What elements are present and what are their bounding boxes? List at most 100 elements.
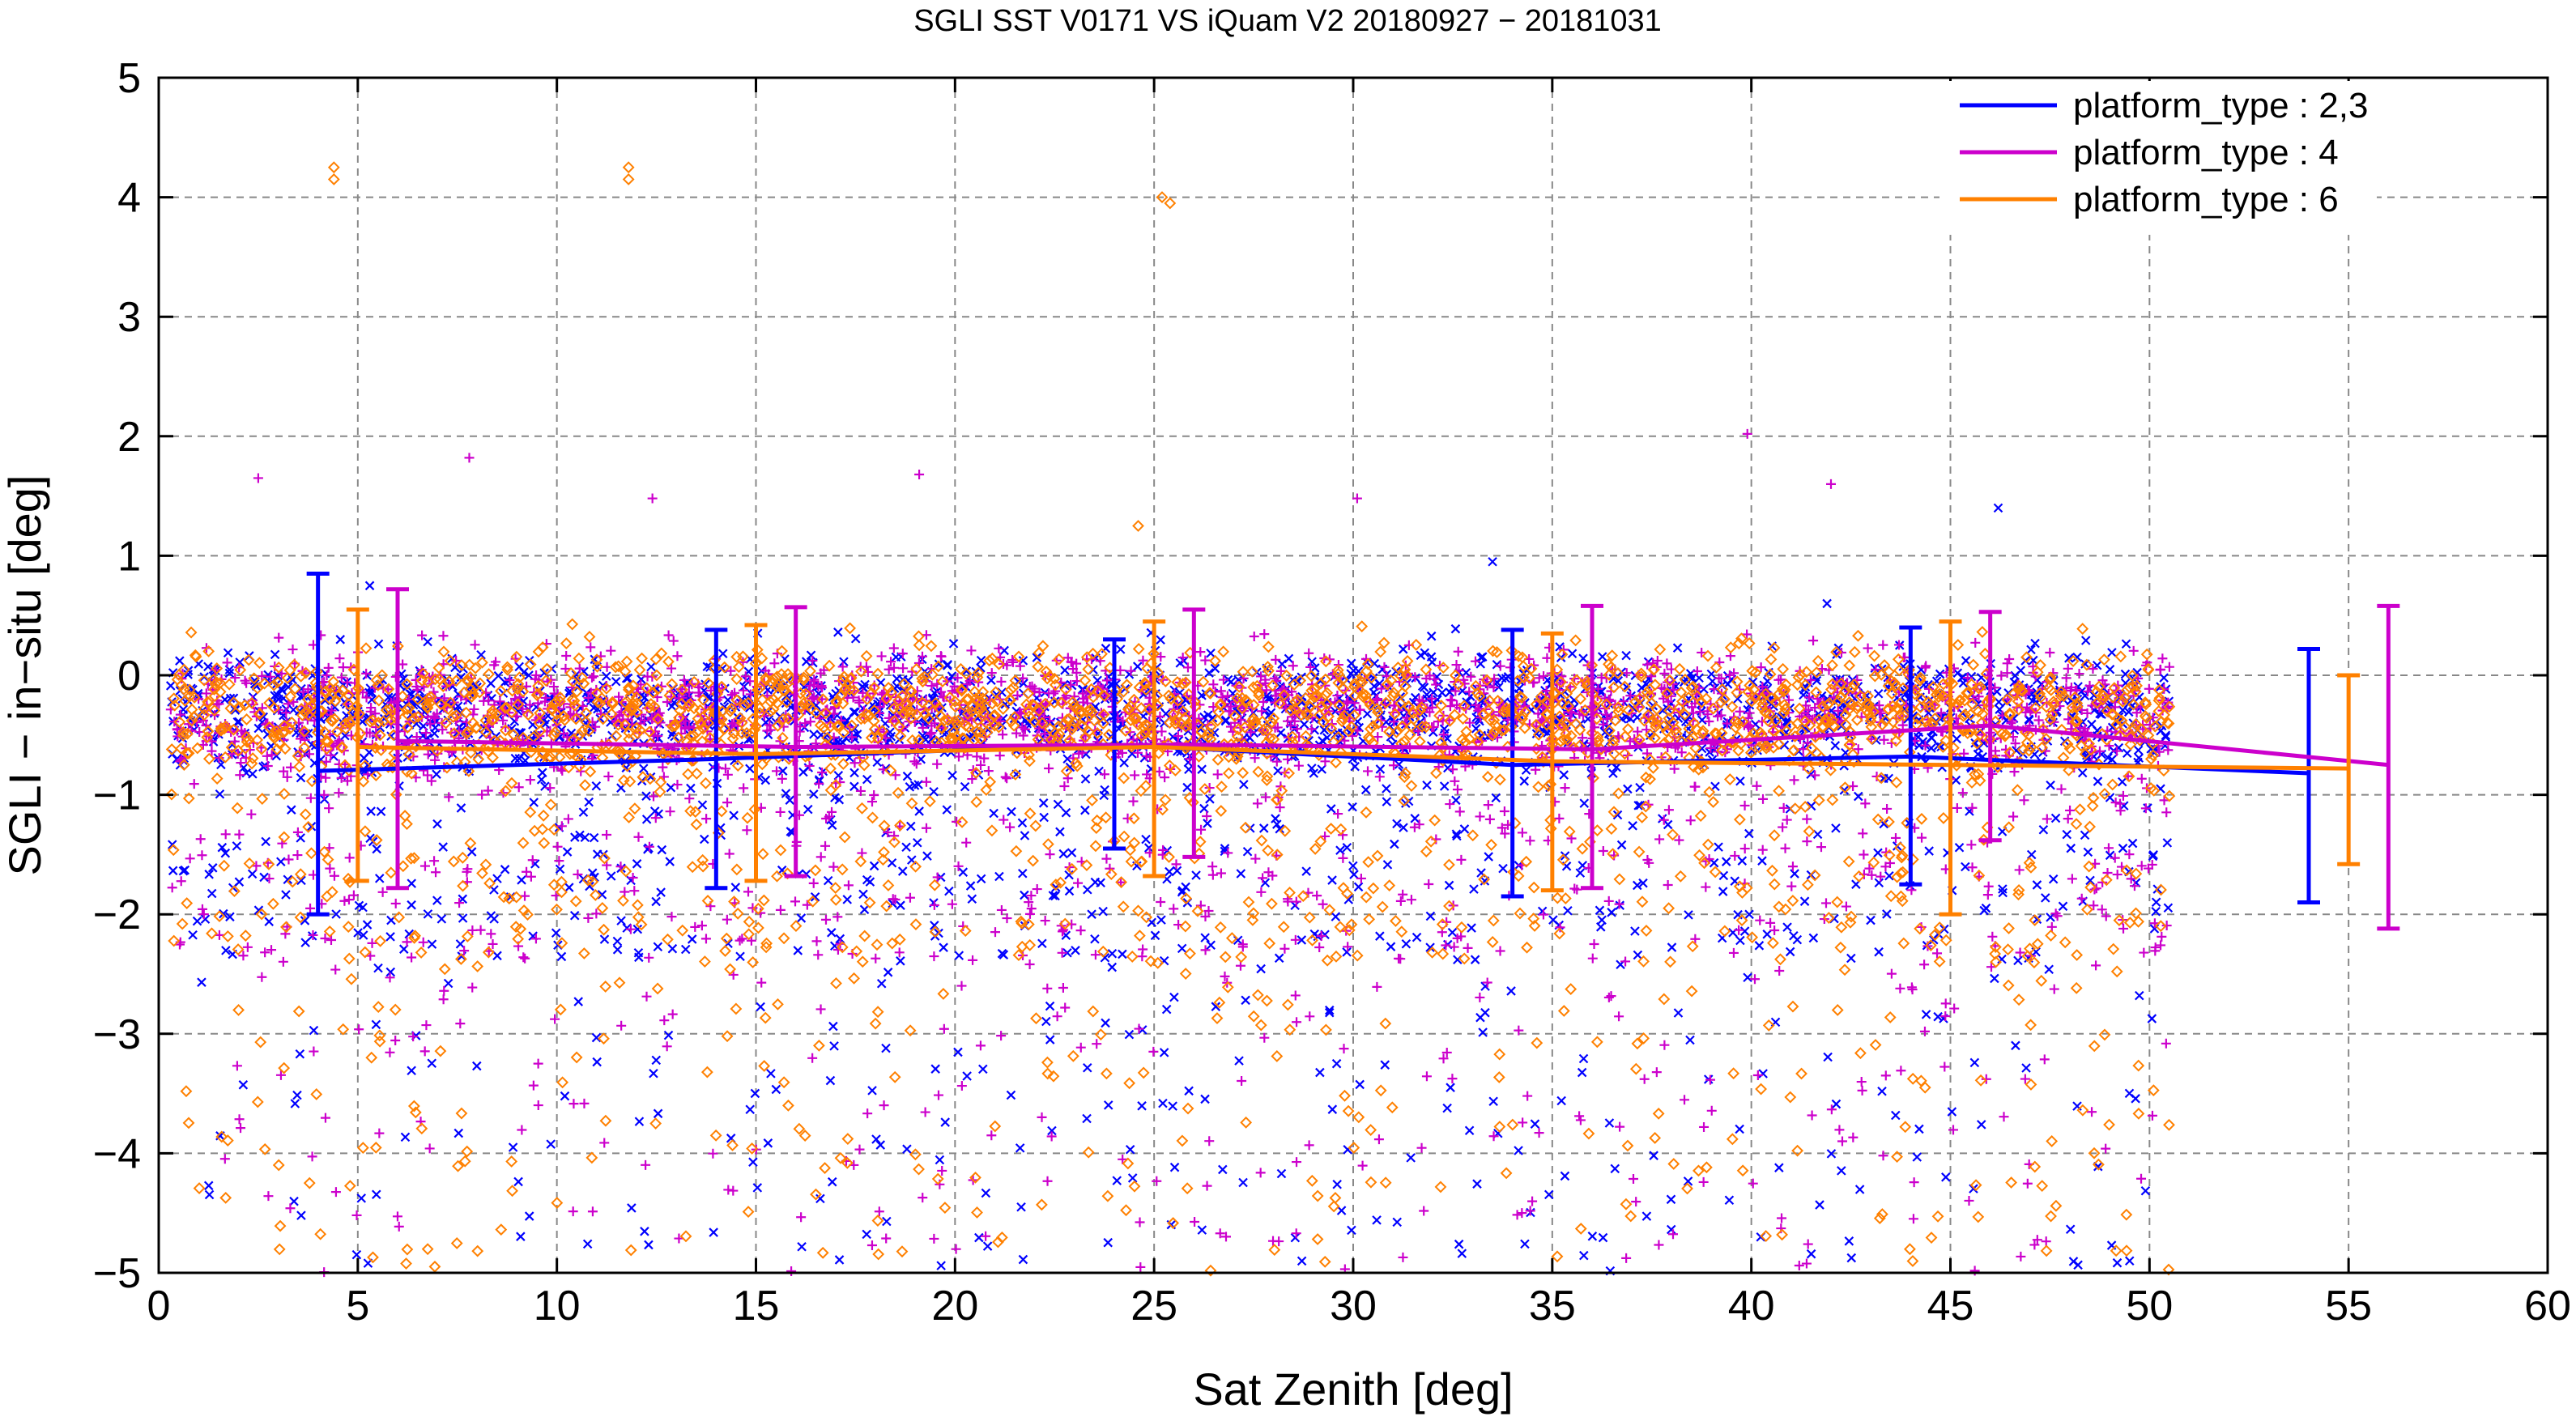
data-point bbox=[517, 875, 526, 885]
data-point bbox=[1706, 1105, 1717, 1116]
data-point bbox=[1124, 1029, 1135, 1040]
data-point bbox=[1107, 949, 1118, 959]
data-point bbox=[1672, 643, 1683, 653]
data-point bbox=[1748, 1178, 1758, 1189]
data-point bbox=[1457, 1249, 1467, 1258]
data-point bbox=[1469, 884, 1479, 894]
data-point bbox=[756, 1002, 765, 1012]
data-point bbox=[1057, 947, 1067, 958]
data-point bbox=[1135, 1217, 1145, 1227]
data-point bbox=[982, 1241, 993, 1251]
data-point bbox=[2014, 865, 2025, 875]
data-point bbox=[2117, 776, 2127, 787]
data-point bbox=[1218, 1164, 1228, 1175]
data-point bbox=[1288, 661, 1298, 671]
data-point bbox=[914, 470, 925, 480]
data-point bbox=[804, 665, 816, 678]
data-point bbox=[1472, 1179, 1482, 1189]
data-point bbox=[1990, 973, 1999, 984]
data-point bbox=[1312, 891, 1322, 901]
data-point bbox=[1150, 930, 1160, 941]
data-point bbox=[2049, 984, 2059, 994]
data-point bbox=[1517, 1208, 1527, 1219]
data-point bbox=[1220, 971, 1230, 981]
data-point bbox=[358, 930, 368, 940]
data-point bbox=[1062, 947, 1072, 958]
data-point bbox=[975, 1040, 986, 1051]
data-point bbox=[2083, 847, 2093, 857]
data-point bbox=[264, 917, 274, 926]
data-point bbox=[2076, 893, 2087, 904]
data-point bbox=[407, 900, 416, 910]
data-point bbox=[1607, 908, 1616, 917]
data-point bbox=[1360, 785, 1371, 795]
data-point bbox=[1032, 884, 1042, 895]
data-point bbox=[1785, 947, 1795, 957]
data-point bbox=[882, 1216, 892, 1227]
data-point bbox=[2072, 652, 2082, 662]
data-point bbox=[1373, 1134, 1384, 1145]
data-point bbox=[1372, 981, 1382, 992]
data-point bbox=[2161, 732, 2171, 742]
data-point bbox=[2021, 1063, 2031, 1073]
data-point bbox=[2136, 1173, 2147, 1184]
data-point bbox=[1629, 1174, 1638, 1185]
data-point bbox=[232, 841, 242, 851]
data-point bbox=[351, 1249, 362, 1260]
data-point bbox=[1940, 998, 1951, 1009]
data-point bbox=[1211, 1002, 1221, 1011]
data-point bbox=[906, 821, 916, 832]
data-point bbox=[640, 1227, 649, 1236]
data-point bbox=[1499, 806, 1509, 816]
data-point bbox=[1020, 890, 1029, 900]
data-point bbox=[1015, 1143, 1025, 1153]
data-point bbox=[533, 1100, 543, 1111]
data-point bbox=[1589, 939, 1599, 950]
data-point bbox=[1976, 1120, 1986, 1130]
data-point bbox=[611, 676, 621, 687]
data-point bbox=[612, 936, 623, 947]
data-point bbox=[2032, 880, 2042, 890]
data-point bbox=[1969, 1184, 1978, 1193]
data-point bbox=[2067, 874, 2077, 884]
data-point bbox=[1024, 807, 1037, 820]
data-point bbox=[1882, 909, 1892, 919]
data-point bbox=[967, 894, 977, 904]
data-point bbox=[438, 631, 449, 641]
data-point bbox=[1304, 648, 1314, 658]
data-point bbox=[1999, 1112, 2009, 1122]
data-point bbox=[1126, 666, 1136, 676]
data-point bbox=[309, 1025, 319, 1036]
data-point bbox=[1834, 1125, 1845, 1135]
data-point bbox=[1311, 1189, 1324, 1202]
data-point bbox=[1598, 1232, 1608, 1243]
data-point bbox=[323, 662, 334, 673]
data-point bbox=[935, 1155, 945, 1165]
data-point bbox=[220, 829, 231, 840]
data-point bbox=[1628, 821, 1637, 831]
data-point bbox=[472, 1061, 482, 1071]
data-point bbox=[781, 789, 791, 798]
data-point bbox=[1998, 884, 2008, 894]
data-point bbox=[1199, 803, 1209, 814]
data-point bbox=[223, 648, 233, 658]
data-point bbox=[1579, 798, 1590, 808]
data-point bbox=[1952, 734, 1961, 744]
data-point bbox=[956, 1081, 967, 1091]
data-point bbox=[176, 876, 186, 887]
data-point bbox=[806, 650, 816, 661]
data-point bbox=[344, 853, 355, 863]
data-point bbox=[866, 1240, 877, 1250]
data-point bbox=[994, 871, 1004, 882]
data-point bbox=[443, 978, 453, 989]
data-point bbox=[1512, 1210, 1522, 1220]
data-point bbox=[2042, 814, 2052, 824]
data-point bbox=[2147, 1014, 2157, 1023]
data-point bbox=[665, 806, 675, 817]
data-point bbox=[1252, 765, 1265, 778]
data-point bbox=[438, 994, 449, 1005]
data-point bbox=[745, 764, 755, 774]
data-point bbox=[944, 886, 954, 896]
data-point bbox=[1281, 998, 1294, 1011]
data-point bbox=[996, 1031, 1007, 1041]
